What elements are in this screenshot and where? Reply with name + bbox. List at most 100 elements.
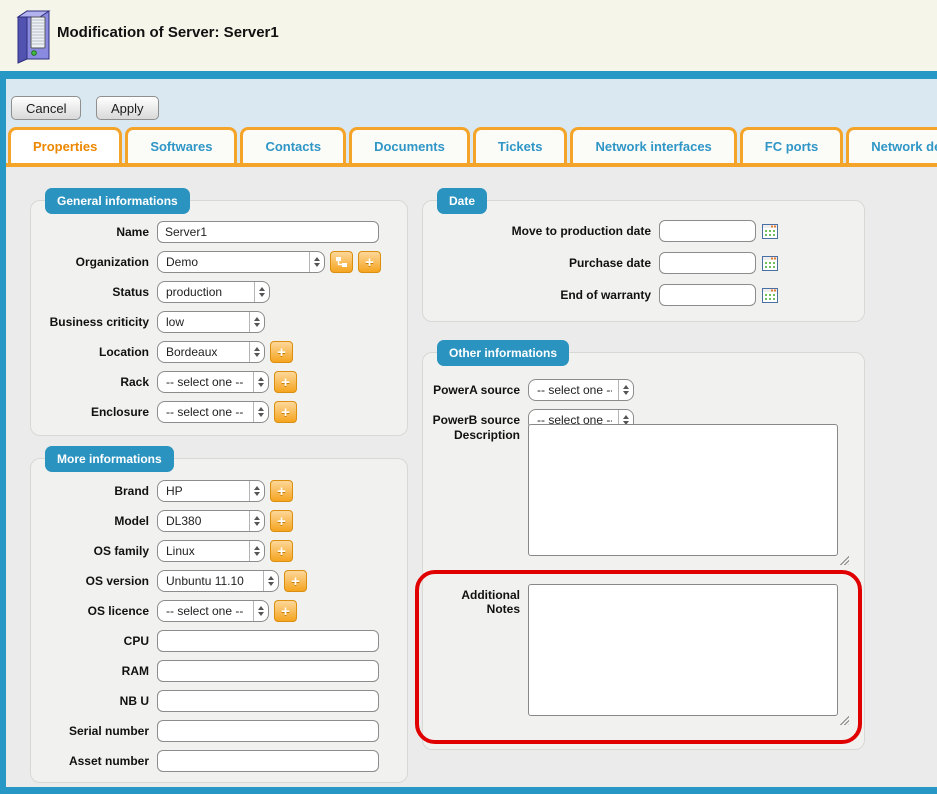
updown-icon bbox=[263, 571, 278, 591]
plus-icon: + bbox=[281, 403, 290, 421]
additional-notes-textarea[interactable] bbox=[528, 584, 838, 716]
tab-softwares[interactable]: Softwares bbox=[125, 127, 238, 163]
updown-icon bbox=[249, 541, 264, 561]
tab-fc-ports[interactable]: FC ports bbox=[739, 127, 844, 163]
field-row-business-criticity: Business criticity low bbox=[39, 307, 407, 337]
powera-source-label: PowerA source bbox=[433, 383, 520, 397]
move-to-production-date-input[interactable] bbox=[659, 220, 756, 242]
os-version-select-value: Unbuntu 11.10 bbox=[166, 574, 244, 588]
frame-border-top bbox=[0, 71, 937, 79]
updown-icon bbox=[309, 252, 324, 272]
nbu-input[interactable] bbox=[157, 690, 379, 712]
enclosure-label: Enclosure bbox=[90, 405, 149, 419]
window-header: Modification of Server: Server1 bbox=[0, 0, 937, 71]
field-row-description: Description bbox=[432, 424, 838, 556]
plus-icon: + bbox=[277, 482, 286, 500]
field-row-os-family: OS family Linux + bbox=[39, 536, 407, 566]
business-criticity-select[interactable]: low bbox=[157, 311, 265, 333]
calendar-icon[interactable] bbox=[762, 255, 778, 271]
rack-select[interactable]: -- select one -- bbox=[157, 371, 269, 393]
organization-select-value: Demo bbox=[166, 255, 199, 269]
rack-select-value: -- select one -- bbox=[166, 375, 244, 389]
organization-label: Organization bbox=[75, 255, 149, 269]
brand-select-value: HP bbox=[166, 484, 183, 498]
plus-icon: + bbox=[281, 602, 290, 620]
asset-number-input[interactable] bbox=[157, 750, 379, 772]
resize-handle-additional-notes[interactable] bbox=[838, 714, 849, 725]
business-criticity-label: Business criticity bbox=[49, 315, 149, 329]
powera-source-select[interactable]: -- select one -- bbox=[528, 379, 634, 401]
enclosure-select[interactable]: -- select one -- bbox=[157, 401, 269, 423]
add-location-button[interactable]: + bbox=[270, 341, 293, 363]
tab-bar: Properties Softwares Contacts Documents … bbox=[8, 127, 937, 163]
resize-handle-description[interactable] bbox=[838, 554, 849, 565]
add-model-button[interactable]: + bbox=[270, 510, 293, 532]
add-os-licence-button[interactable]: + bbox=[274, 600, 297, 622]
model-select-value: DL380 bbox=[166, 514, 202, 528]
name-input[interactable] bbox=[157, 221, 379, 243]
end-of-warranty-label: End of warranty bbox=[560, 288, 651, 302]
os-version-select[interactable]: Unbuntu 11.10 bbox=[157, 570, 279, 592]
ram-input[interactable] bbox=[157, 660, 379, 682]
cpu-label: CPU bbox=[123, 634, 149, 648]
tab-network-interfaces[interactable]: Network interfaces bbox=[570, 127, 737, 163]
tab-contacts[interactable]: Contacts bbox=[240, 127, 347, 163]
updown-icon bbox=[253, 372, 268, 392]
end-of-warranty-input[interactable] bbox=[659, 284, 756, 306]
os-licence-select[interactable]: -- select one -- bbox=[157, 600, 269, 622]
tab-properties[interactable]: Properties bbox=[8, 127, 123, 163]
add-os-version-button[interactable]: + bbox=[284, 570, 307, 592]
hierarchy-icon bbox=[336, 257, 347, 267]
tab-underline bbox=[6, 163, 937, 167]
tab-network-devices[interactable]: Network devices bbox=[846, 127, 937, 163]
updown-icon bbox=[249, 342, 264, 362]
add-organization-button[interactable]: + bbox=[358, 251, 381, 273]
calendar-icon[interactable] bbox=[762, 287, 778, 303]
updown-icon bbox=[618, 410, 633, 430]
nbu-label: NB U bbox=[119, 694, 149, 708]
field-row-serial-number: Serial number bbox=[39, 716, 407, 746]
tab-tickets[interactable]: Tickets bbox=[472, 127, 568, 163]
purchase-date-input[interactable] bbox=[659, 252, 756, 274]
updown-icon bbox=[253, 402, 268, 422]
brand-select[interactable]: HP bbox=[157, 480, 265, 502]
organization-hierarchy-button[interactable] bbox=[330, 251, 353, 273]
field-row-purchase-date: Purchase date bbox=[431, 247, 864, 279]
field-row-ram: RAM bbox=[39, 656, 407, 686]
add-brand-button[interactable]: + bbox=[270, 480, 293, 502]
plus-icon: + bbox=[291, 572, 300, 590]
cpu-input[interactable] bbox=[157, 630, 379, 652]
business-criticity-select-value: low bbox=[166, 315, 185, 329]
serial-number-input[interactable] bbox=[157, 720, 379, 742]
server-icon bbox=[14, 8, 56, 69]
field-row-powera-source: PowerA source -- select one -- bbox=[432, 379, 634, 401]
fieldset-more-informations: More informations Brand HP + Model DL380… bbox=[30, 446, 408, 783]
page-title: Modification of Server: Server1 bbox=[57, 24, 279, 41]
asset-number-label: Asset number bbox=[68, 754, 149, 768]
cancel-button[interactable]: Cancel bbox=[11, 96, 82, 120]
updown-icon bbox=[249, 312, 264, 332]
plus-icon: + bbox=[281, 373, 290, 391]
add-os-family-button[interactable]: + bbox=[270, 540, 293, 562]
description-textarea[interactable] bbox=[528, 424, 838, 556]
field-row-cpu: CPU bbox=[39, 626, 407, 656]
os-family-select[interactable]: Linux bbox=[157, 540, 265, 562]
os-licence-label: OS licence bbox=[87, 604, 149, 618]
status-select[interactable]: production bbox=[157, 281, 270, 303]
tab-documents[interactable]: Documents bbox=[349, 127, 470, 163]
legend-date: Date bbox=[437, 188, 488, 214]
add-enclosure-button[interactable]: + bbox=[274, 401, 297, 423]
location-select[interactable]: Bordeaux bbox=[157, 341, 265, 363]
fieldset-general-informations: General informations Name Organization D… bbox=[30, 188, 408, 436]
field-row-organization: Organization Demo + bbox=[39, 247, 407, 277]
powerb-source-select-value: -- select one -- bbox=[537, 413, 612, 427]
apply-button[interactable]: Apply bbox=[96, 96, 159, 120]
add-rack-button[interactable]: + bbox=[274, 371, 297, 393]
plus-icon: + bbox=[277, 512, 286, 530]
calendar-icon[interactable] bbox=[762, 223, 778, 239]
main-panel: Cancel Apply Properties Softwares Contac… bbox=[6, 79, 937, 787]
status-label: Status bbox=[112, 285, 149, 299]
organization-select[interactable]: Demo bbox=[157, 251, 325, 273]
field-row-status: Status production bbox=[39, 277, 407, 307]
model-select[interactable]: DL380 bbox=[157, 510, 265, 532]
